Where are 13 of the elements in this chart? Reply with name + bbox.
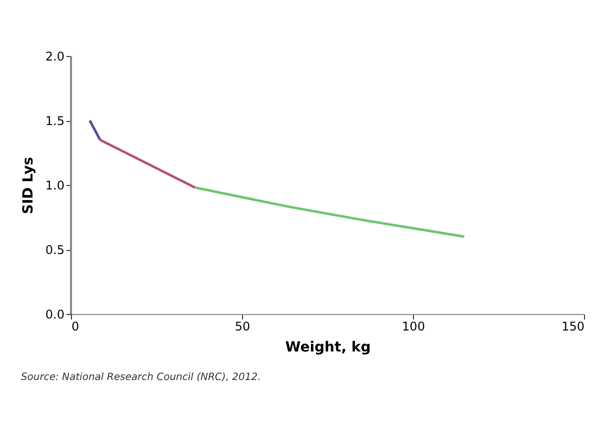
y-tick-label: 1.5 bbox=[45, 114, 64, 128]
y-tick-label: 2.0 bbox=[45, 50, 64, 64]
y-axis-title: SID Lys bbox=[20, 156, 36, 214]
y-tick-label: 0.5 bbox=[45, 243, 64, 257]
x-tick-label: 0 bbox=[72, 320, 80, 334]
source-note: Source: National Research Council (NRC), 2012. bbox=[20, 372, 261, 383]
x-tick-label: 50 bbox=[234, 320, 250, 334]
x-tick-label: 150 bbox=[562, 320, 584, 334]
y-tick-label: 0.0 bbox=[45, 308, 64, 322]
line-series bbox=[194, 186, 466, 238]
y-tick-label: 1.0 bbox=[45, 178, 64, 192]
x-axis-title: Weight, kg bbox=[285, 340, 371, 356]
x-tick-label: 100 bbox=[402, 320, 425, 334]
